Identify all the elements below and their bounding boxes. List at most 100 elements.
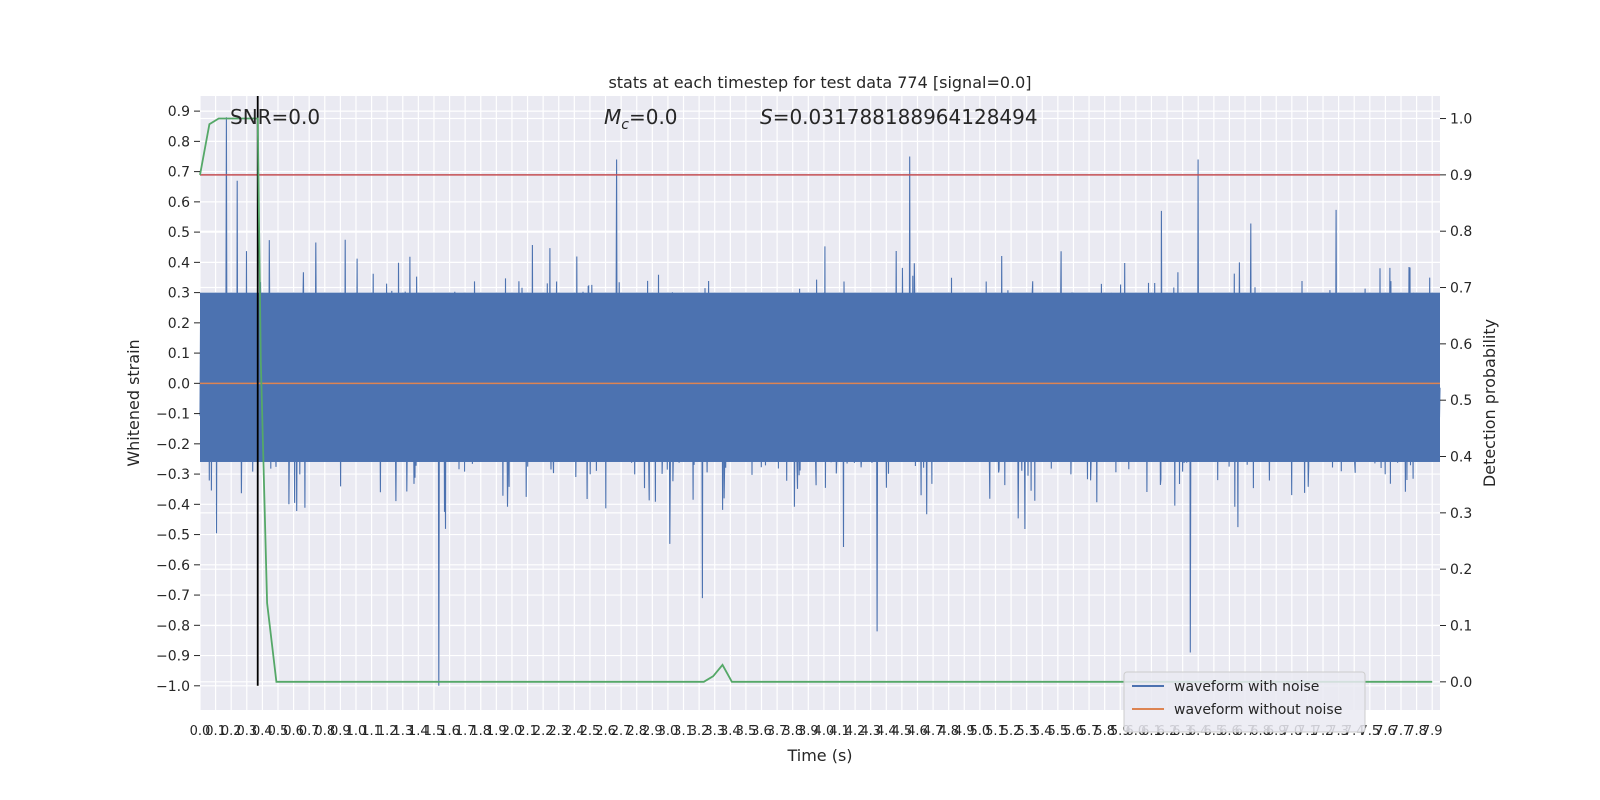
x-tick-label: 5.3 <box>1016 724 1037 739</box>
x-tick-label: 2.9 <box>642 724 663 739</box>
x-tick-label: 5.4 <box>1032 724 1053 739</box>
y-tick-label: 0.2 <box>168 316 190 332</box>
y2-tick-label: 0.7 <box>1450 281 1472 297</box>
x-tick-label: 7.6 <box>1375 724 1396 739</box>
legend-box <box>1123 671 1366 733</box>
x-axis-label: Time (s) <box>786 746 852 765</box>
y2-tick-label: 0.5 <box>1450 393 1472 409</box>
y-tick-label: 0.4 <box>168 255 190 271</box>
x-tick-label: 4.3 <box>860 724 881 739</box>
x-tick-label: 4.8 <box>938 724 959 739</box>
x-tick-label: 4.9 <box>954 724 975 739</box>
x-tick-label: 5.8 <box>1094 724 1115 739</box>
s-annotation: S=0.031788188964128494 <box>760 105 1038 129</box>
x-tick-label: 0.4 <box>252 724 273 739</box>
x-tick-label: 4.6 <box>907 724 928 739</box>
series-waveform-with-noise <box>199 117 1441 686</box>
legend: waveform with noise waveform without noi… <box>1123 671 1366 733</box>
y2-tick-label: 0.6 <box>1450 337 1472 353</box>
x-tick-label: 1.8 <box>470 724 491 739</box>
x-tick-label: 0.8 <box>314 724 335 739</box>
x-tick-label: 2.8 <box>626 724 647 739</box>
y-tick-label: −1.0 <box>156 679 190 695</box>
x-tick-label: 1.1 <box>361 724 382 739</box>
x-tick-label: 7.7 <box>1391 724 1412 739</box>
x-tick-label: 5.0 <box>970 724 991 739</box>
y-axis-label: Whitened strain <box>124 339 143 466</box>
x-tick-label: 2.0 <box>502 724 523 739</box>
y-tick-label: −0.3 <box>156 467 190 483</box>
mc-subscript: c <box>621 117 629 133</box>
y-tick-label: −0.1 <box>156 407 190 423</box>
x-tick-label: 1.3 <box>392 724 413 739</box>
mc-value: =0.0 <box>629 105 678 129</box>
y-tick-label: −0.7 <box>156 588 190 604</box>
y-tick-label: 0.1 <box>168 346 190 362</box>
x-tick-label: 3.1 <box>673 724 694 739</box>
noise-dense-band <box>200 292 1440 462</box>
y-tick-label: −0.8 <box>156 618 190 634</box>
x-tick-label: 3.6 <box>751 724 772 739</box>
s-value: =0.031788188964128494 <box>773 105 1038 129</box>
mc-annotation: Mc=0.0 <box>604 105 678 133</box>
mc-symbol: M <box>604 105 621 129</box>
x-tick-label: 3.3 <box>704 724 725 739</box>
x-tick-label: 4.1 <box>829 724 850 739</box>
y-tick-label: −0.2 <box>156 437 190 453</box>
x-tick-label: 5.5 <box>1048 724 1069 739</box>
x-tick-label: 1.9 <box>486 724 507 739</box>
x-tick-label: 0.0 <box>190 724 211 739</box>
x-tick-label: 2.2 <box>533 724 554 739</box>
detection-probability-line <box>199 117 1433 683</box>
y-tick-label: 0.3 <box>168 286 190 302</box>
x-tick-label: 3.4 <box>720 724 741 739</box>
x-tick-label: 3.9 <box>798 724 819 739</box>
x-tick-label: 2.3 <box>548 724 569 739</box>
s-symbol: S <box>760 105 773 129</box>
x-tick-label: 5.6 <box>1063 724 1084 739</box>
y2-axis-label: Detection probability <box>1480 319 1499 487</box>
y-tick-label: −0.5 <box>156 528 190 544</box>
y-tick-label: −0.4 <box>156 497 190 513</box>
x-tick-label: 5.7 <box>1079 724 1100 739</box>
y2-tick-label: 0.4 <box>1450 450 1472 466</box>
y-tick-label: 0.7 <box>168 165 190 181</box>
right-y-ticks: 0.0 0.1 0.2 0.3 0.4 0.5 0.6 0.7 0.8 0.9 1.0 <box>1440 112 1472 691</box>
x-tick-label: 1.2 <box>377 724 398 739</box>
x-tick-label: 4.5 <box>892 724 913 739</box>
x-tick-label: 7.8 <box>1406 724 1427 739</box>
y-tick-label: 0.6 <box>168 195 190 211</box>
x-tick-label: 0.3 <box>236 724 257 739</box>
x-tick-label: 1.6 <box>439 724 460 739</box>
y2-tick-label: 0.3 <box>1450 506 1472 522</box>
x-tick-label: 0.2 <box>221 724 242 739</box>
y2-tick-label: 0.1 <box>1450 619 1472 635</box>
y-tick-label: −0.6 <box>156 558 190 574</box>
x-tick-label: 0.1 <box>205 724 226 739</box>
x-tick-label: 2.6 <box>595 724 616 739</box>
y2-tick-label: 0.9 <box>1450 168 1472 184</box>
legend-label-clean: waveform without noise <box>1174 702 1342 718</box>
x-tick-label: 2.4 <box>564 724 585 739</box>
x-tick-label: 3.7 <box>767 724 788 739</box>
series-detection-probability <box>199 117 1433 683</box>
x-tick-label: 0.9 <box>330 724 351 739</box>
y2-tick-label: 0.2 <box>1450 562 1472 578</box>
y2-tick-label: 0.8 <box>1450 224 1472 240</box>
x-tick-label: 5.2 <box>1001 724 1022 739</box>
x-tick-label: 3.2 <box>689 724 710 739</box>
x-tick-label: 7.9 <box>1422 724 1443 739</box>
x-tick-label: 0.7 <box>299 724 320 739</box>
x-tick-label: 2.5 <box>580 724 601 739</box>
y2-tick-label: 0.0 <box>1450 675 1472 691</box>
x-tick-label: 2.7 <box>611 724 632 739</box>
y2-tick-label: 1.0 <box>1450 112 1472 128</box>
x-tick-label: 4.4 <box>876 724 897 739</box>
y-tick-label: −0.9 <box>156 649 190 665</box>
x-tick-label: 1.0 <box>346 724 367 739</box>
y-tick-label: 0.9 <box>168 104 190 120</box>
x-tick-label: 0.6 <box>283 724 304 739</box>
chart-title: stats at each timestep for test data 774… <box>608 73 1031 92</box>
x-tick-label: 1.5 <box>424 724 445 739</box>
x-tick-label: 4.2 <box>845 724 866 739</box>
